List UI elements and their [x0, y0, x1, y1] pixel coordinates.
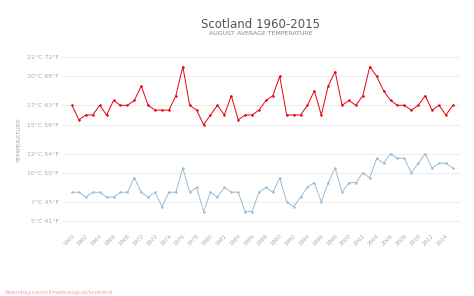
Y-axis label: TEMPERATURE: TEMPERATURE — [18, 117, 22, 162]
NIGHT — [201, 210, 206, 213]
DAY — [221, 113, 227, 117]
NIGHT — [325, 181, 331, 184]
Line: DAY: DAY — [71, 65, 454, 126]
NIGHT — [215, 195, 220, 199]
DAY — [201, 123, 206, 126]
NIGHT — [69, 190, 75, 194]
DAY — [180, 65, 186, 68]
NIGHT — [367, 176, 373, 180]
DAY — [319, 113, 324, 117]
DAY — [332, 70, 338, 73]
DAY — [69, 104, 75, 107]
NIGHT — [291, 205, 296, 208]
NIGHT — [388, 152, 393, 155]
NIGHT — [311, 181, 317, 184]
Title: Scotland 1960-2015: Scotland 1960-2015 — [201, 18, 320, 31]
NIGHT — [76, 190, 82, 194]
Text: AUGUST AVERAGE TEMPERATURE: AUGUST AVERAGE TEMPERATURE — [209, 31, 312, 36]
DAY — [76, 118, 82, 122]
DAY — [298, 113, 303, 117]
DAY — [374, 75, 380, 78]
Text: hikersbay.com/climate/august/scotland: hikersbay.com/climate/august/scotland — [5, 289, 113, 295]
Line: NIGHT: NIGHT — [71, 152, 454, 213]
DAY — [450, 104, 456, 107]
NIGHT — [450, 166, 456, 170]
